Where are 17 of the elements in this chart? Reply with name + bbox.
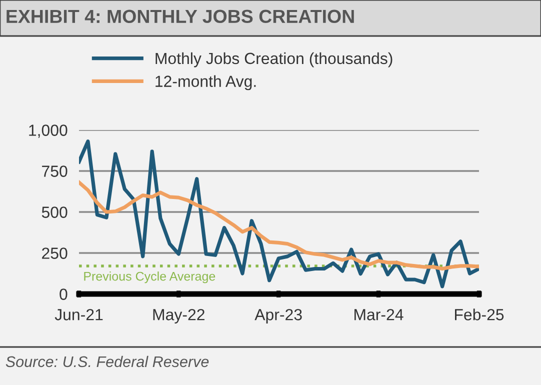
- x-tick-label: Mar-24: [354, 309, 404, 320]
- y-tick-label: 0: [60, 288, 68, 300]
- y-tick-label: 250: [42, 248, 68, 259]
- y-tick-label: 750: [42, 166, 68, 177]
- y-tick-label: 1,000: [29, 124, 68, 138]
- source-note: Source: U.S. Federal Reserve: [6, 356, 209, 368]
- y-tick-label: 500: [42, 206, 68, 218]
- legend-label: 12-month Avg.: [156, 75, 256, 90]
- x-tick-label: Jun-21: [54, 309, 103, 320]
- x-tick-label: Apr-23: [254, 309, 302, 324]
- x-tick-label: Feb-25: [455, 308, 504, 320]
- chart-title: EXHIBIT 4: MONTHLY JOBS CREATION: [6, 10, 354, 24]
- x-tick-label: May-22: [153, 309, 204, 324]
- line-series: [79, 140, 479, 288]
- ref-line-label: Previous Cycle Average: [84, 272, 216, 284]
- legend-label: Mothly Jobs Creation (thousands): [156, 52, 392, 68]
- line-series: [79, 180, 479, 271]
